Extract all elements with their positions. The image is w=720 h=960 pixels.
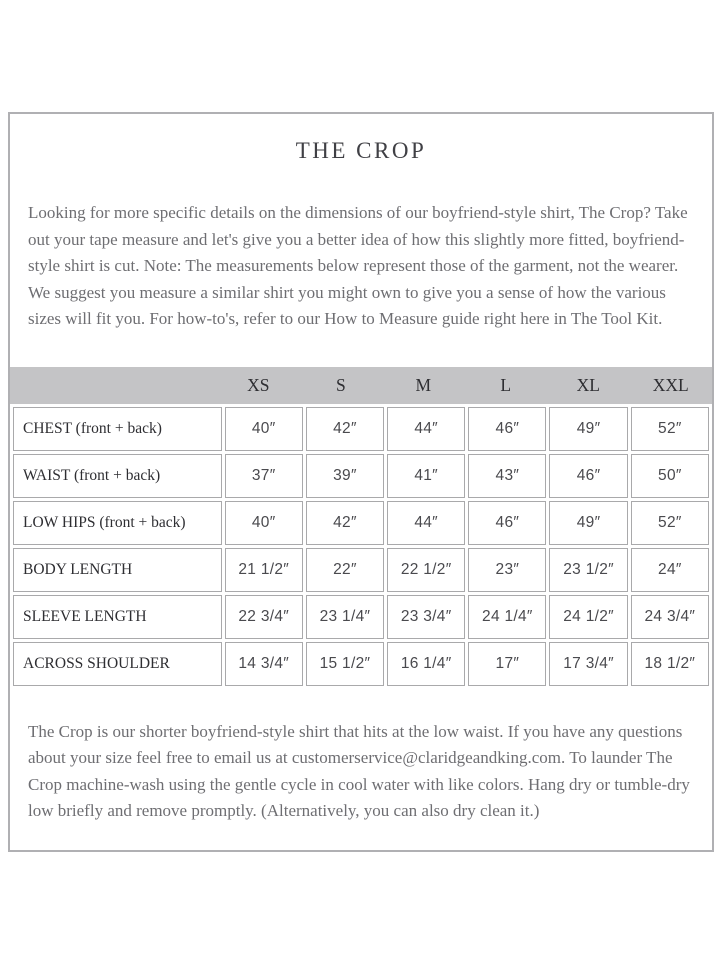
size-guide-panel: THE CROP Looking for more specific detai… — [8, 112, 714, 852]
cell-value: 46″ — [468, 406, 547, 451]
care-paragraph: The Crop is our shorter boyfriend-style … — [28, 721, 690, 821]
cell-value: 44″ — [387, 500, 466, 545]
column-header-l: L — [500, 374, 512, 395]
cell-value: 49″ — [549, 406, 628, 451]
size-chart: XS S M L XL XXL CHEST (front + back) 40″… — [10, 366, 712, 689]
column-header-s: S — [335, 374, 346, 395]
cell-value: 52″ — [630, 406, 709, 451]
cell-value: 40″ — [224, 500, 303, 545]
column-header-xs: XS — [247, 374, 270, 395]
cell-value: 42″ — [305, 500, 385, 545]
cell-value: 23 1/4″ — [305, 594, 385, 639]
table-row-body-length: BODY LENGTH 21 1/2″ 22″ 22 1/2″ 23″ 23 1… — [13, 547, 709, 592]
cell-value: 22″ — [305, 547, 385, 592]
cell-value: 16 1/4″ — [387, 641, 466, 686]
size-chart-body: CHEST (front + back) 40″ 42″ 44″ 46″ 49″… — [10, 404, 712, 689]
cell-value: 22 1/2″ — [387, 547, 466, 592]
cell-value: 39″ — [305, 453, 385, 498]
cell-value: 15 1/2″ — [305, 641, 385, 686]
cell-value: 22 3/4″ — [224, 594, 303, 639]
page-title: THE CROP — [295, 138, 427, 163]
cell-value: 24 1/2″ — [549, 594, 628, 639]
cell-value: 37″ — [224, 453, 303, 498]
cell-value: 44″ — [387, 406, 466, 451]
cell-value: 49″ — [549, 500, 628, 545]
column-header-xxl: XXL — [652, 374, 689, 395]
cell-value: 17 3/4″ — [549, 641, 628, 686]
cell-value: 23 3/4″ — [387, 594, 466, 639]
cell-value: 24 3/4″ — [630, 594, 709, 639]
row-label: BODY LENGTH — [13, 547, 222, 592]
cell-value: 18 1/2″ — [630, 641, 709, 686]
size-chart-header-row: XS S M L XL XXL — [10, 366, 712, 404]
table-row-waist: WAIST (front + back) 37″ 39″ 41″ 43″ 46″… — [13, 453, 709, 498]
column-header-m: M — [415, 374, 432, 395]
cell-value: 46″ — [549, 453, 628, 498]
cell-value: 46″ — [468, 500, 547, 545]
cell-value: 24 1/4″ — [468, 594, 547, 639]
cell-value: 43″ — [468, 453, 547, 498]
row-label: CHEST (front + back) — [13, 406, 222, 451]
cell-value: 14 3/4″ — [224, 641, 303, 686]
cell-value: 42″ — [305, 406, 385, 451]
row-label: ACROSS SHOULDER — [13, 641, 222, 686]
cell-value: 23″ — [468, 547, 547, 592]
cell-value: 40″ — [224, 406, 303, 451]
cell-value: 24″ — [630, 547, 709, 592]
row-label: LOW HIPS (front + back) — [13, 500, 222, 545]
row-label: WAIST (front + back) — [13, 453, 222, 498]
table-row-low-hips: LOW HIPS (front + back) 40″ 42″ 44″ 46″ … — [13, 500, 709, 545]
cell-value: 50″ — [630, 453, 709, 498]
table-row-sleeve-length: SLEEVE LENGTH 22 3/4″ 23 1/4″ 23 3/4″ 24… — [13, 594, 709, 639]
cell-value: 23 1/2″ — [549, 547, 628, 592]
intro-paragraph: Looking for more specific details on the… — [28, 203, 688, 328]
cell-value: 17″ — [468, 641, 547, 686]
cell-value: 41″ — [387, 453, 466, 498]
table-row-across-shoulder: ACROSS SHOULDER 14 3/4″ 15 1/2″ 16 1/4″ … — [13, 641, 709, 686]
column-header-xl: XL — [576, 374, 600, 395]
row-label: SLEEVE LENGTH — [13, 594, 222, 639]
cell-value: 21 1/2″ — [224, 547, 303, 592]
table-row-chest: CHEST (front + back) 40″ 42″ 44″ 46″ 49″… — [13, 406, 709, 451]
cell-value: 52″ — [630, 500, 709, 545]
